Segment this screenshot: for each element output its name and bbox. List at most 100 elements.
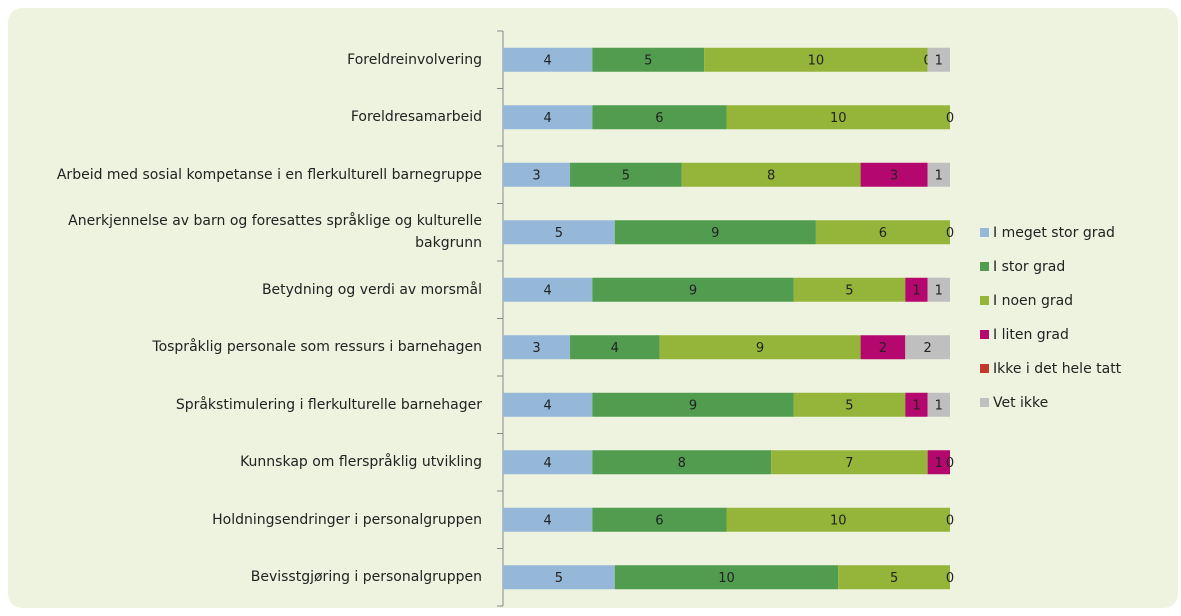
bar-segment (503, 47, 593, 72)
bar-segment (570, 335, 660, 360)
bar-segment (927, 162, 950, 187)
value-label: 9 (689, 398, 697, 413)
value-label: 10 (718, 571, 735, 586)
value-label: 9 (711, 226, 719, 241)
value-label: 1 (912, 398, 920, 413)
legend-swatch (980, 398, 989, 407)
legend-label: I meget stor grad (993, 225, 1115, 241)
value-label: 0 (946, 226, 954, 241)
legend-label: I noen grad (993, 293, 1074, 309)
bar-segment (927, 450, 950, 475)
value-label: 2 (879, 341, 887, 356)
legend-item: Ikke i det hele tatt (980, 361, 1121, 377)
bar-segment (592, 450, 772, 475)
value-label: 5 (622, 168, 630, 183)
value-label: 1 (935, 168, 943, 183)
legend-swatch (980, 296, 989, 305)
legend-label: I stor grad (993, 259, 1066, 275)
value-label: 1 (935, 283, 943, 298)
category-label: Foreldreinvolvering (347, 51, 482, 68)
legend-swatch (980, 330, 989, 339)
value-label: 4 (544, 398, 552, 413)
bar-segment (614, 565, 839, 590)
legend-label: Ikke i det hele tatt (993, 361, 1122, 377)
bar-segment (905, 335, 950, 360)
category-label: Kunnskap om flerspråklig utvikling (240, 454, 482, 471)
bar-segment (927, 392, 950, 417)
category-label: Arbeid med sosial kompetanse i en flerku… (56, 166, 482, 183)
bar-segment (726, 105, 950, 130)
bar-segment (927, 277, 950, 302)
bar-segment (592, 392, 794, 417)
bar-segment (860, 335, 906, 360)
bar-segment (503, 392, 593, 417)
bar-segment (503, 162, 571, 187)
value-label: 0 (946, 513, 954, 528)
bar-segment (905, 392, 928, 417)
category-label: Bevisstgjøring i personalgruppen (250, 569, 482, 586)
value-label: 1 (912, 283, 920, 298)
bar-segment (793, 277, 906, 302)
value-label: 4 (544, 53, 552, 68)
bar-segment (614, 220, 816, 245)
bar-segment (927, 47, 950, 72)
value-label: 8 (678, 456, 686, 471)
value-label: 4 (544, 513, 552, 528)
bar-segment (659, 335, 861, 360)
legend-swatch (980, 228, 989, 237)
value-label: 0 (946, 111, 954, 126)
category-label: Tospråklig personale som ressurs i barne… (152, 339, 482, 356)
category-label: Språkstimulering i flerkulturelle barneh… (175, 396, 482, 413)
category-label: Betydning og verdi av morsmål (261, 281, 482, 298)
value-label: 5 (845, 283, 853, 298)
legend-item: I stor grad (980, 259, 1065, 275)
bar-segment (503, 335, 571, 360)
value-label: 5 (555, 571, 563, 586)
value-label: 5 (890, 571, 898, 586)
legend-label: I liten grad (993, 327, 1069, 343)
value-label: 9 (756, 341, 764, 356)
category-label: Holdningsendringer i personalgruppen (212, 511, 482, 528)
value-label: 4 (544, 456, 552, 471)
value-label: 4 (611, 341, 619, 356)
bar-segment (592, 105, 727, 130)
value-label: 7 (845, 456, 853, 471)
bar-segment (503, 277, 593, 302)
legend-label: Vet ikke (993, 395, 1049, 411)
value-label: 4 (544, 111, 552, 126)
value-label: 10 (830, 513, 847, 528)
value-label: 1 (935, 456, 943, 471)
value-label: 6 (655, 513, 663, 528)
bar-segment (838, 565, 950, 590)
value-label: 1 (935, 398, 943, 413)
bar-segment (592, 47, 705, 72)
bar-segment (704, 47, 928, 72)
value-label: 2 (924, 341, 932, 356)
legend-swatch (980, 364, 989, 373)
value-label: 4 (544, 283, 552, 298)
value-label: 0 (946, 456, 954, 471)
value-label: 9 (689, 283, 697, 298)
value-label: 6 (879, 226, 887, 241)
bar-segment (681, 162, 861, 187)
bar-segment (860, 162, 928, 187)
bar-segment (815, 220, 950, 245)
bar-segment (503, 565, 615, 590)
value-label: 3 (532, 341, 540, 356)
bar-segment (592, 507, 727, 532)
legend-item: I liten grad (980, 327, 1069, 343)
value-label: 3 (532, 168, 540, 183)
value-label: 10 (808, 53, 825, 68)
bar-segment (771, 450, 928, 475)
bar-segment (503, 507, 593, 532)
bar-segment (592, 277, 794, 302)
bar-segment (503, 450, 593, 475)
value-label: 3 (890, 168, 898, 183)
legend-swatch (980, 262, 989, 271)
category-label: Anerkjennelse av barn og foresattes språ… (68, 213, 482, 252)
value-label: 8 (767, 168, 775, 183)
bar-segment (905, 277, 928, 302)
bar-segment (793, 392, 906, 417)
